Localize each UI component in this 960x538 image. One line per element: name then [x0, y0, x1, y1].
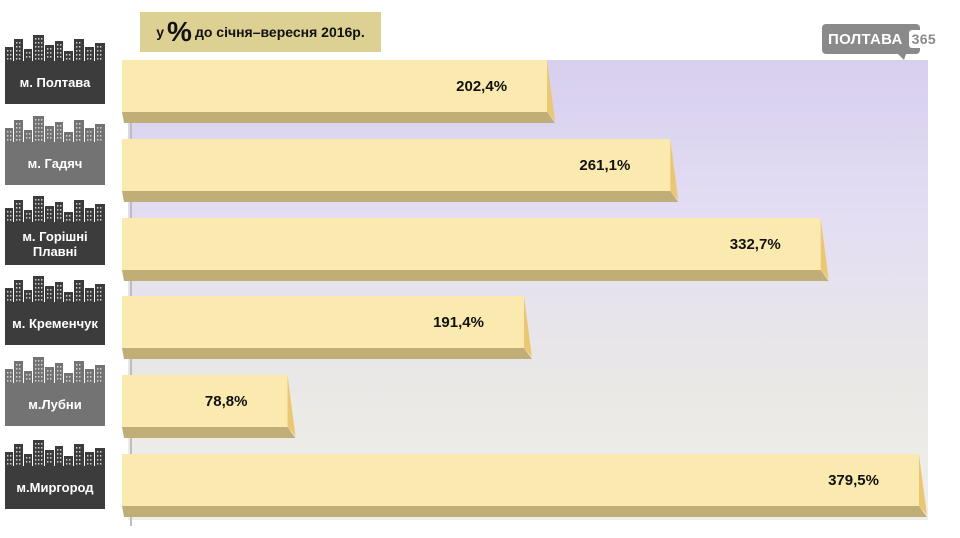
bar-side — [521, 296, 532, 357]
poltava365-logo: ПОЛТАВА 365 — [822, 24, 939, 60]
bar-3: 332,7% — [122, 218, 829, 281]
construction-background — [128, 60, 928, 520]
bar-shadow — [122, 506, 927, 517]
bar-value-label: 191,4% — [433, 314, 484, 331]
city-label: м. Полтава — [19, 75, 91, 90]
bar-value-label: 78,8% — [205, 393, 248, 410]
bar-value-label: 332,7% — [730, 236, 781, 253]
bar-shadow — [122, 348, 532, 359]
skyline-icon — [5, 440, 105, 509]
bar-value-label: 261,1% — [579, 157, 630, 174]
title-text: до січня–вересня 2016р. — [194, 24, 365, 40]
bar-2: 261,1% — [122, 139, 679, 202]
city-tile-myrhorod: м.Миргород — [5, 440, 105, 509]
title-prefix: у — [156, 24, 165, 40]
skyline-icon — [5, 196, 105, 265]
bar-4: 191,4% — [122, 296, 532, 359]
city-label: м.Миргород — [16, 480, 94, 495]
bar-face — [122, 139, 671, 191]
bar-side — [545, 60, 556, 121]
bar-side — [285, 375, 296, 436]
bar-6: 379,5% — [122, 454, 927, 517]
city-tile-hadiach: м. Гадяч — [5, 116, 105, 185]
city-tile-poltava: м. Полтава — [5, 35, 105, 104]
city-tile-lubny: м.Лубни — [5, 357, 105, 426]
bar-1: 202,4% — [122, 60, 556, 123]
bar-face — [122, 454, 919, 506]
bar-value-label: 379,5% — [828, 472, 879, 489]
bar-side — [818, 218, 829, 279]
title-percent-sign: % — [167, 16, 192, 47]
city-tile-horishni-plavni: м. Горішні Плавні — [5, 196, 105, 265]
bar-5: 78,8% — [122, 375, 296, 438]
bar-shadow — [122, 191, 679, 202]
skyline-icon — [5, 357, 105, 426]
skyline-icon — [5, 35, 105, 104]
bar-value-label: 202,4% — [456, 78, 507, 95]
bar-shadow — [122, 427, 296, 438]
bar-side — [668, 139, 679, 200]
logo-name: ПОЛТАВА — [828, 30, 903, 48]
logo-number: 365 — [908, 30, 939, 48]
bar-face — [122, 60, 548, 112]
bar-shadow — [122, 112, 556, 123]
skyline-icon — [5, 116, 105, 185]
city-label: м. Гадяч — [27, 156, 83, 171]
bar-face — [122, 375, 288, 427]
city-label: м. Горішні Плавні — [22, 228, 88, 259]
city-tile-kremenchuk: м. Кременчук — [5, 276, 105, 345]
chart-title: у % до січня–вересня 2016р. — [140, 12, 381, 52]
bar-face — [122, 296, 524, 348]
bar-side — [916, 454, 927, 515]
city-label: м.Лубни — [28, 397, 82, 412]
skyline-icon — [5, 276, 105, 345]
bar-face — [122, 218, 821, 270]
bar-shadow — [122, 270, 829, 281]
value-axis-line — [130, 60, 132, 526]
city-label: м. Кременчук — [12, 316, 98, 331]
